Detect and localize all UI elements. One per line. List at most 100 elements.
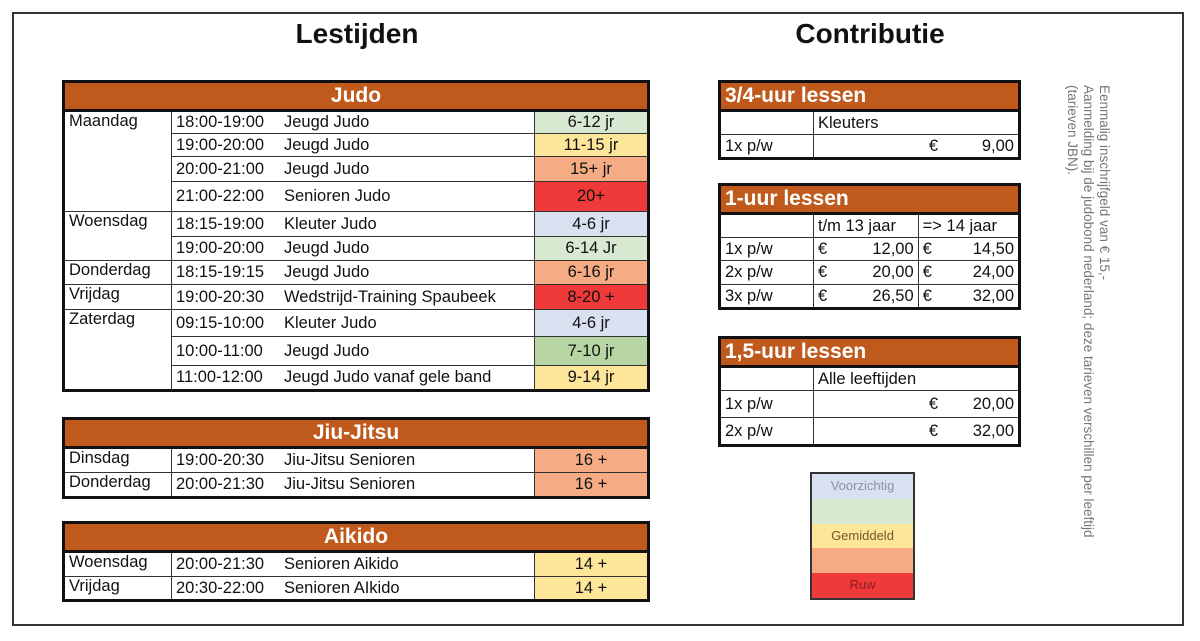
currency-cell: € [813, 417, 938, 446]
class-cell: Jiu-Jitsu Senioren [280, 447, 535, 473]
schedule-row: Donderdag 18:15-19:15 Jeugd Judo 6-16 jr [63, 260, 649, 285]
price-header: 1-uur lessen [718, 183, 1021, 215]
price-header: 3/4-uur lessen [718, 80, 1021, 112]
class-cell: Jeugd Judo [280, 133, 535, 157]
time-cell: 19:00-20:30 [171, 447, 280, 473]
price-row: 2x p/w €20,00 €24,00 [719, 260, 1020, 285]
schedule-row: Donderdag 20:00-21:30 Jiu-Jitsu Senioren 16… [63, 472, 649, 498]
amount-cell: 24,00 [940, 260, 1020, 285]
amount-cell: 26,50 [836, 284, 919, 309]
schedule-table-judo: Judo Maandag 18:00-19:00 Jeugd Judo 6-12 jr 1… [62, 80, 650, 392]
price-table: 3/4-uur lessen Kleuters 1x p/w €9,00 [718, 80, 1021, 160]
currency-cell: € [813, 390, 938, 418]
amount-cell: 14,50 [940, 237, 1020, 261]
price-column-header: t/m 13 jaar [813, 213, 919, 238]
amount-cell: 12,00 [836, 237, 919, 261]
legend-band: Gemiddeld [812, 523, 913, 549]
day-cell: Zaterdag [63, 309, 172, 391]
price-row: 1x p/w €12,00 €14,50 [719, 237, 1020, 261]
amount-cell: 20,00 [836, 260, 919, 285]
note-line: Aanmelding bij de judobond nederland; de… [1081, 85, 1096, 538]
currency-cell: € [917, 237, 941, 261]
note-line: (tarieven JBN). [1065, 85, 1080, 176]
time-cell: 19:00-20:00 [171, 133, 280, 157]
legend-band [812, 548, 913, 574]
lestijden-title: Lestijden [295, 18, 419, 49]
schedule-row: 21:00-22:00 Senioren Judo 20+ [64, 181, 649, 212]
age-cell: 11-15 jr [534, 133, 649, 157]
class-cell: Jeugd Judo [280, 336, 535, 366]
age-cell: 4-6 jr [534, 309, 649, 337]
amount-cell: 32,00 [940, 284, 1020, 309]
age-cell: 7-10 jr [534, 336, 649, 366]
time-cell: 18:00-19:00 [171, 110, 280, 134]
price-column-header: Alle leeftijden [813, 366, 1020, 391]
currency-cell: € [813, 134, 938, 159]
class-cell: Kleuter Judo [280, 211, 535, 237]
schedule-row: Dinsdag 19:00-20:30 Jiu-Jitsu Senioren 16 + [63, 447, 649, 473]
note-line: Eenmalig inschrijfgeld van € 15,- [1097, 85, 1112, 281]
schedule-header: Jiu-Jitsu [62, 417, 650, 449]
currency-cell: € [813, 284, 836, 309]
class-cell: Jeugd Judo vanaf gele band [280, 365, 535, 391]
time-cell: 10:00-11:00 [171, 336, 280, 366]
legend-band: Voorzichtig [812, 474, 913, 499]
class-cell: Wedstrijd-Training Spaubeek [280, 284, 535, 310]
schedule-header: Judo [62, 80, 650, 112]
frequency-cell: 1x p/w [719, 134, 814, 159]
schedule-row: Vrijdag 20:30-22:00 Senioren AIkido 14 + [63, 576, 649, 601]
price-row: 1x p/w €20,00 [719, 390, 1020, 418]
day-cell: Vrijdag [63, 284, 172, 310]
price-column-header: Kleuters [813, 110, 1020, 135]
price-table: 1-uur lessen t/m 13 jaar => 14 jaar 1x p/w €… [718, 183, 1021, 310]
price-row: 1x p/w €9,00 [719, 134, 1020, 159]
schedule-row: Zaterdag 09:15-10:00 Kleuter Judo 4-6 jr [63, 309, 649, 391]
amount-cell: 32,00 [938, 417, 1020, 446]
class-cell: Jiu-Jitsu Senioren [280, 472, 535, 498]
schedule-row: Maandag 18:00-19:00 Jeugd Judo 6-12 jr [63, 110, 649, 212]
age-cell: 6-16 jr [534, 260, 649, 285]
day-cell: Donderdag [63, 472, 172, 498]
price-row: 2x p/w €32,00 [719, 417, 1020, 446]
legend-band [812, 498, 913, 524]
schedule-row: 10:00-11:00 Jeugd Judo 7-10 jr [64, 336, 649, 366]
price-column-header: => 14 jaar [917, 213, 1021, 238]
class-cell: Senioren AIkido [280, 576, 535, 601]
schedule-row: Woensdag 20:00-21:30 Senioren Aikido 14 + [63, 551, 649, 577]
time-cell: 20:00-21:30 [171, 472, 280, 498]
time-cell: 09:15-10:00 [171, 309, 280, 337]
day-cell: Donderdag [63, 260, 172, 285]
day-cell: Dinsdag [63, 447, 172, 473]
day-cell: Woensdag [63, 211, 172, 261]
class-cell: Jeugd Judo [280, 156, 535, 182]
frequency-cell: 2x p/w [719, 260, 814, 285]
schedule-row: 19:00-20:00 Jeugd Judo 11-15 jr [64, 133, 649, 157]
age-cell: 16 + [534, 472, 649, 498]
class-cell: Senioren Judo [280, 181, 535, 212]
intensity-legend: Voorzichtig Gemiddeld Ruw [810, 472, 915, 600]
amount-cell: 9,00 [938, 134, 1020, 159]
time-cell: 19:00-20:30 [171, 284, 280, 310]
time-cell: 18:15-19:15 [171, 260, 280, 285]
schedule-header: Aikido [62, 521, 650, 553]
schedule-table-jiu-jitsu: Jiu-Jitsu Dinsdag 19:00-20:30 Jiu-Jitsu Sen… [62, 417, 650, 499]
price-table: 1,5-uur lessen Alle leeftijden 1x p/w €20,0… [718, 336, 1021, 447]
time-cell: 20:00-21:00 [171, 156, 280, 182]
class-cell: Jeugd Judo [280, 110, 535, 134]
currency-cell: € [813, 260, 836, 285]
age-cell: 6-14 Jr [534, 236, 649, 261]
age-cell: 6-12 jr [534, 110, 649, 134]
class-cell: Jeugd Judo [280, 260, 535, 285]
frequency-cell: 2x p/w [719, 417, 814, 446]
schedule-table-aikido: Aikido Woensdag 20:00-21:30 Senioren Aikido… [62, 521, 650, 602]
time-cell: 18:15-19:00 [171, 211, 280, 237]
schedule-row: 20:00-21:00 Jeugd Judo 15+ jr [64, 156, 649, 182]
time-cell: 20:30-22:00 [171, 576, 280, 601]
age-cell: 9-14 jr [534, 365, 649, 391]
age-cell: 8-20 + [534, 284, 649, 310]
price-header: 1,5-uur lessen [718, 336, 1021, 368]
time-cell: 19:00-20:00 [171, 236, 280, 261]
class-cell: Kleuter Judo [280, 309, 535, 337]
legend-band: Ruw [812, 573, 913, 598]
day-cell: Woensdag [63, 551, 172, 577]
